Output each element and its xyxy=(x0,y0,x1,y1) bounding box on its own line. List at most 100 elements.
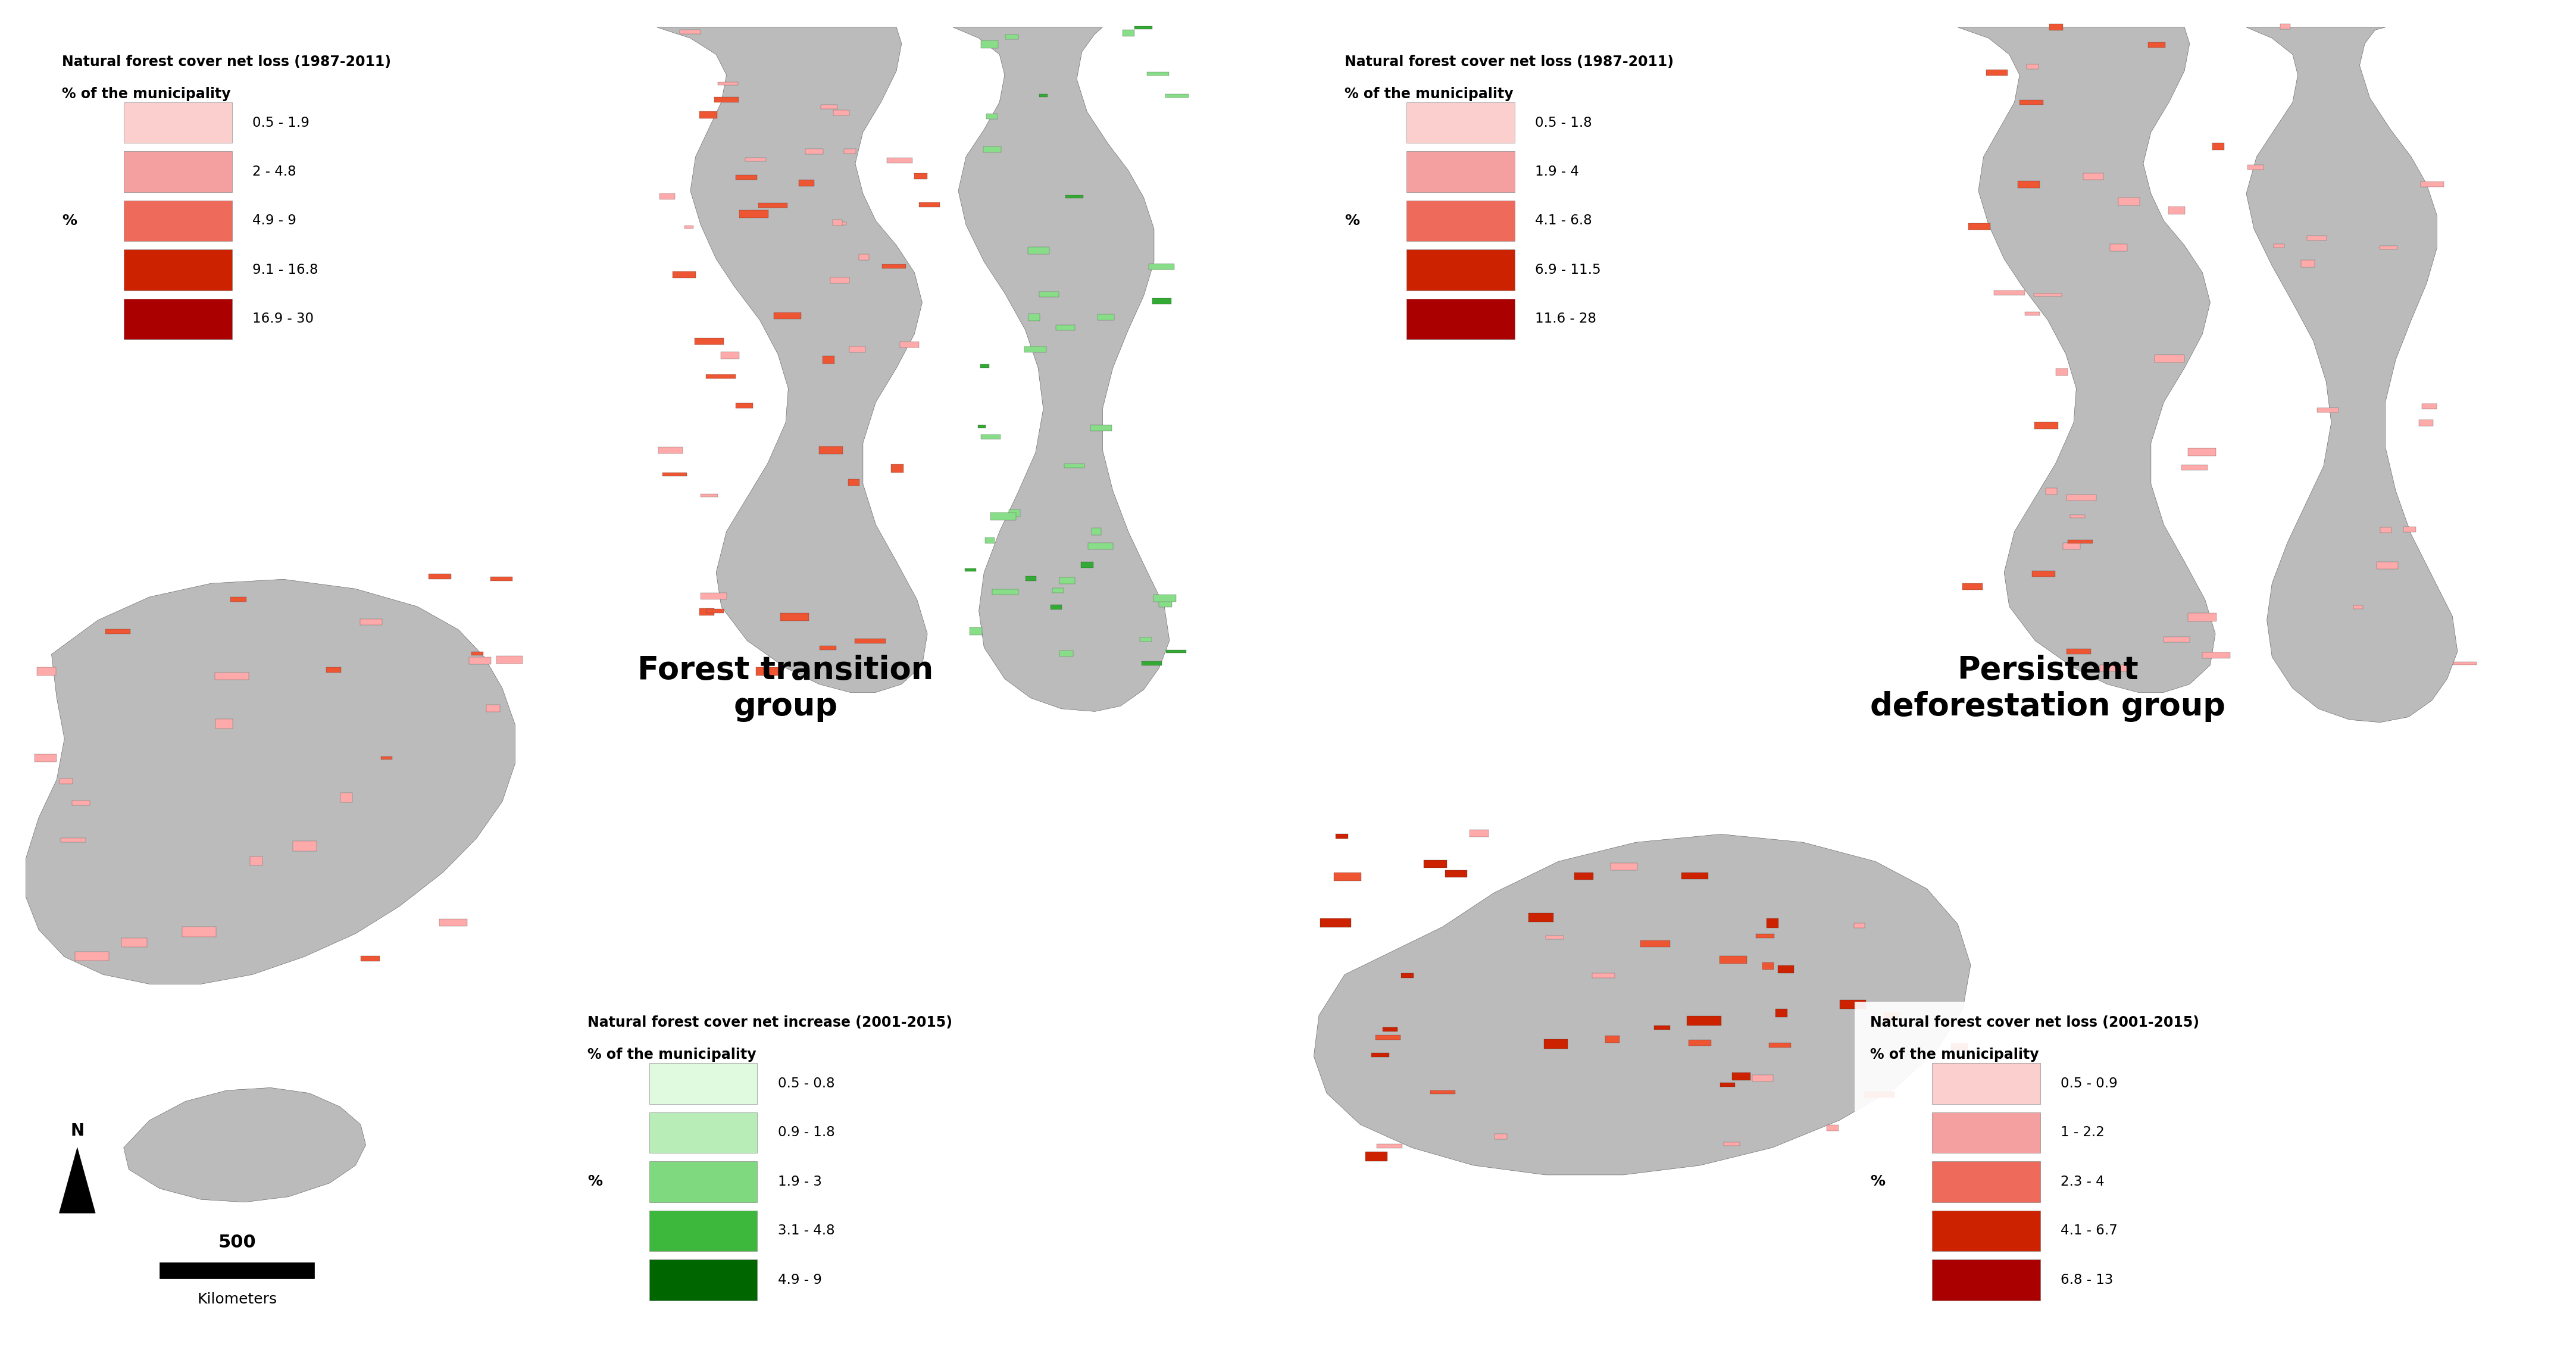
Text: %: % xyxy=(587,1175,603,1189)
Bar xyxy=(886,158,912,164)
Bar xyxy=(659,447,683,454)
Text: Kilometers: Kilometers xyxy=(198,1292,276,1306)
Bar xyxy=(1855,1002,2357,1308)
Text: %: % xyxy=(1345,214,1360,228)
Bar xyxy=(672,271,696,278)
Bar xyxy=(33,754,57,762)
Bar xyxy=(737,174,757,180)
Bar xyxy=(984,537,994,544)
Bar xyxy=(1757,934,1775,938)
Bar xyxy=(1154,594,1177,601)
Bar xyxy=(1334,872,1360,880)
Bar xyxy=(1543,1039,1569,1048)
Bar xyxy=(489,577,513,581)
Bar xyxy=(1376,1035,1401,1040)
Bar xyxy=(1425,860,1448,868)
Bar xyxy=(850,346,866,352)
Bar xyxy=(1723,1142,1739,1146)
Bar xyxy=(1932,1259,2040,1300)
Bar xyxy=(340,793,353,803)
Bar xyxy=(1932,1112,2040,1153)
Bar xyxy=(2063,542,2079,549)
Bar xyxy=(680,30,701,34)
Text: %: % xyxy=(62,214,77,228)
Bar xyxy=(1963,583,1984,590)
Bar xyxy=(2380,527,2391,533)
Bar xyxy=(698,112,716,119)
Bar xyxy=(1056,324,1074,331)
Bar xyxy=(1146,72,1170,75)
Bar xyxy=(2300,260,2313,267)
Bar xyxy=(799,180,814,187)
Bar xyxy=(649,1063,757,1104)
Bar xyxy=(361,955,379,961)
Bar xyxy=(1406,151,1515,192)
Bar xyxy=(1855,923,1865,928)
Bar xyxy=(469,657,492,664)
Text: 2 - 4.8: 2 - 4.8 xyxy=(252,165,296,179)
Bar xyxy=(1151,298,1172,304)
Bar xyxy=(1028,313,1041,320)
Bar xyxy=(829,277,850,284)
Text: Persistent
deforestation group: Persistent deforestation group xyxy=(1870,656,2226,721)
Bar xyxy=(2071,515,2084,518)
Text: % of the municipality: % of the municipality xyxy=(1870,1048,2040,1062)
Bar xyxy=(914,173,927,180)
Bar xyxy=(969,627,981,635)
Bar xyxy=(294,841,317,851)
Bar xyxy=(1406,200,1515,241)
Bar xyxy=(440,919,466,927)
Bar xyxy=(72,800,90,806)
Text: 1.9 - 4: 1.9 - 4 xyxy=(1535,165,1579,179)
Bar xyxy=(1777,965,1793,973)
Bar xyxy=(2069,540,2092,542)
Bar xyxy=(685,225,693,229)
Bar xyxy=(2099,665,2128,672)
Bar xyxy=(1059,650,1072,657)
Bar xyxy=(755,668,781,676)
Bar xyxy=(920,203,940,207)
Bar xyxy=(649,1210,757,1251)
Bar xyxy=(1883,1015,1899,1022)
Bar xyxy=(2048,23,2063,30)
Polygon shape xyxy=(59,1148,95,1213)
Bar xyxy=(819,646,837,650)
Bar xyxy=(1066,195,1084,199)
Bar xyxy=(214,672,250,680)
Bar xyxy=(36,667,57,676)
Bar xyxy=(662,473,688,476)
Bar xyxy=(2403,527,2416,532)
Bar xyxy=(701,493,719,497)
Bar xyxy=(1041,94,1048,97)
Bar xyxy=(1468,830,1489,837)
Text: 11.6 - 28: 11.6 - 28 xyxy=(1535,312,1597,326)
Text: % of the municipality: % of the municipality xyxy=(1345,87,1515,101)
Bar xyxy=(1839,1000,1865,1009)
Bar xyxy=(1376,1144,1401,1148)
Bar xyxy=(1164,94,1188,98)
Bar xyxy=(124,298,232,339)
Bar xyxy=(2169,206,2184,214)
Bar xyxy=(1406,298,1515,339)
Bar xyxy=(1064,463,1084,468)
Bar xyxy=(1123,30,1133,37)
Bar xyxy=(2452,662,2476,665)
Bar xyxy=(1025,346,1046,353)
Bar xyxy=(706,375,737,379)
Bar xyxy=(696,338,724,345)
Bar xyxy=(1994,290,2025,296)
Bar xyxy=(1721,1082,1736,1088)
Bar xyxy=(1968,224,1991,229)
Bar xyxy=(1401,973,1414,977)
Bar xyxy=(124,102,232,143)
Bar xyxy=(1767,919,1777,928)
Bar xyxy=(1005,35,1018,40)
Bar xyxy=(1610,863,1638,870)
Bar xyxy=(2027,64,2038,70)
Bar xyxy=(1682,872,1708,879)
Bar xyxy=(1605,1036,1620,1043)
Bar xyxy=(2045,488,2056,495)
Bar xyxy=(487,705,500,711)
Bar xyxy=(46,41,549,348)
Bar xyxy=(1654,1025,1669,1030)
